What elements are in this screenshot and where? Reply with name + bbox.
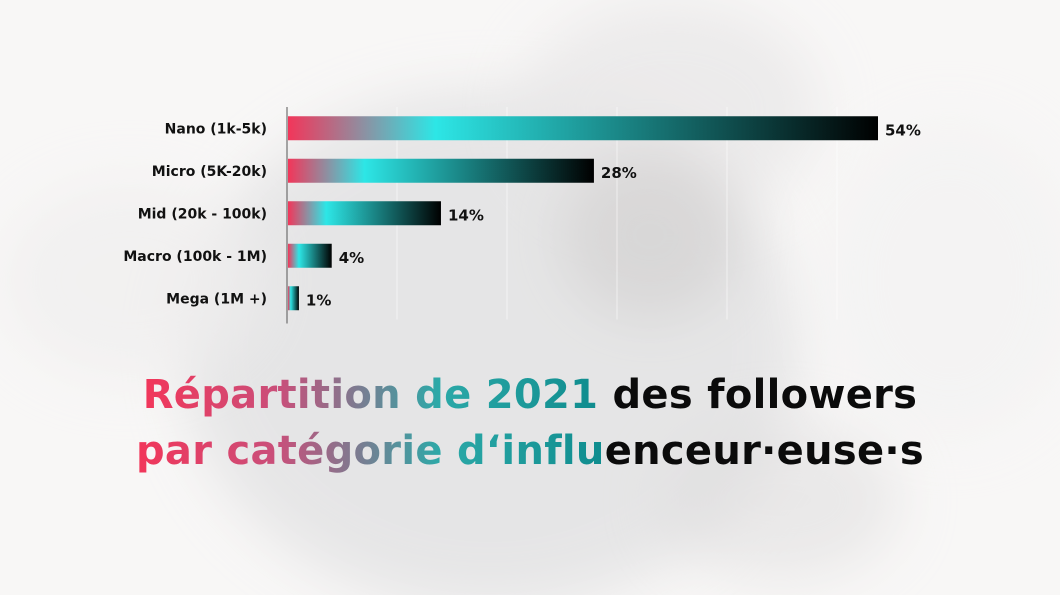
- bar: [288, 116, 878, 141]
- bar: [288, 243, 332, 268]
- headline-colored-part: Répartition de 2021: [142, 372, 599, 418]
- headline-plain-part: des followers: [598, 372, 918, 418]
- bar: [288, 158, 594, 183]
- category-label: Macro (100k - 1M): [123, 249, 267, 265]
- value-label: 1%: [306, 291, 331, 309]
- value-label: 14%: [448, 206, 484, 224]
- category-label: Mid (20k - 100k): [138, 206, 267, 222]
- chart-headline-line-1: Répartition de 2021 des followers: [0, 372, 1060, 418]
- value-label: 54%: [885, 121, 921, 139]
- category-label: Mega (1M +): [166, 291, 267, 307]
- chart-headline-line-2: par catégorie d‘influenceur·euse·s: [0, 428, 1060, 474]
- bar-chart: Nano (1k-5k) 54% Micro (5K-20k) 28% Mid (20k…: [123, 107, 921, 324]
- headline-plain-part: enceur·euse·s: [604, 428, 925, 474]
- value-label: 4%: [339, 249, 364, 267]
- headline-colored-part: par catégorie d‘influ: [135, 428, 605, 474]
- category-label: Nano (1k-5k): [165, 121, 267, 137]
- value-label: 28%: [601, 164, 637, 182]
- bar: [288, 286, 299, 311]
- category-label: Micro (5K-20k): [152, 164, 267, 180]
- bar: [288, 201, 441, 226]
